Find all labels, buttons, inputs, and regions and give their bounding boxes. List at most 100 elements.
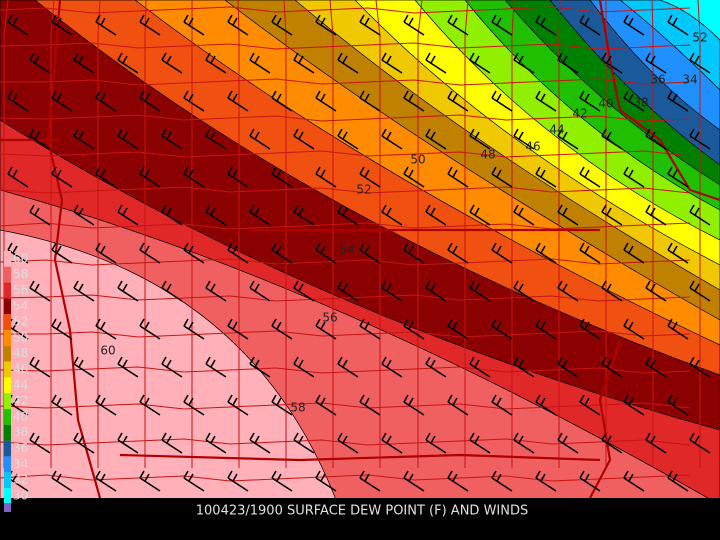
legend-label: 56 [13,283,28,297]
legend-swatch [4,298,11,315]
wind-barb [689,280,711,302]
county-border [144,0,147,468]
wind-barb [117,280,139,302]
legend-swatch [4,424,11,441]
contour-label: 44 [549,123,564,137]
wind-barb [535,242,557,264]
wind-barb [7,90,29,112]
wind-barb [689,128,711,150]
county-border [0,402,691,410]
wind-barb [337,52,359,74]
legend-swatch [4,440,11,457]
county-border [0,6,691,14]
wind-barb [7,14,29,36]
county-border [651,0,654,468]
wind-barb [337,432,359,454]
county-border [0,474,691,482]
county-border [0,258,691,266]
wind-barb [315,470,337,492]
wind-barb [227,90,249,112]
legend-label: 48 [13,346,28,360]
contour-label: 58 [290,401,305,415]
wind-barb [381,432,403,454]
wind-barb [579,470,601,492]
wind-barb [205,204,227,226]
wind-barb [491,242,513,264]
county-border [511,0,515,468]
contour-label: 46 [525,140,540,154]
wind-barb [271,166,293,188]
wind-barb [7,166,29,188]
wind-barb [337,128,359,150]
wind-barb [667,242,689,264]
wind-barb [161,280,183,302]
contour-label: 48 [480,148,495,162]
wind-barb [579,394,601,416]
wind-barb [425,432,447,454]
county-border [283,0,287,468]
wind-barb [447,166,469,188]
wind-barb [293,356,315,378]
wind-barb [645,356,667,378]
wind-barb [29,280,51,302]
wind-barb [381,280,403,302]
wind-barb [689,204,711,226]
wind-barb [491,14,513,36]
wind-barb [73,204,95,226]
wind-barb [601,128,623,150]
wind-barb [601,432,623,454]
wind-barb [117,356,139,378]
wind-barb [95,90,117,112]
county-border [558,0,561,468]
wind-barb [513,356,535,378]
legend-label: 50 [13,330,28,344]
contour-label: 52 [356,183,371,197]
wind-barb [513,52,535,74]
wind-barb [51,470,73,492]
wind-barb [205,128,227,150]
wind-barb [183,470,205,492]
wind-barb [403,242,425,264]
legend-swatch [4,251,11,267]
legend-label: 54 [13,299,28,313]
wind-barb [557,432,579,454]
wind-barb [469,356,491,378]
county-border [0,186,691,194]
wind-barb [535,318,557,340]
wind-barb [117,52,139,74]
wind-barb [359,90,381,112]
wind-barb [579,166,601,188]
wind-barb [491,318,513,340]
contour-label: 54 [339,243,354,257]
wind-barb [183,242,205,264]
wind-barb [557,356,579,378]
wind-barb [161,356,183,378]
wind-barb [535,14,557,36]
contour-label: 38 [633,96,648,110]
wind-barb [491,470,513,492]
wind-barb [227,166,249,188]
legend-label: 52 [13,315,28,329]
wind-barb [359,242,381,264]
wind-barb [403,14,425,36]
wind-barb [403,318,425,340]
wind-barb [359,318,381,340]
wind-barb [95,14,117,36]
wind-barb [315,318,337,340]
contour-label: 56 [322,311,337,325]
legend-label: 40 [13,409,28,423]
legend-swatch [4,503,11,512]
wind-barb [381,356,403,378]
wind-barb [579,318,601,340]
wind-barb [579,242,601,264]
wind-barb [139,166,161,188]
wind-barb [667,90,689,112]
wind-barb [601,204,623,226]
wind-barb [425,280,447,302]
wind-barb [51,14,73,36]
wind-barb [535,166,557,188]
wind-barb [579,14,601,36]
county-border [329,0,334,468]
